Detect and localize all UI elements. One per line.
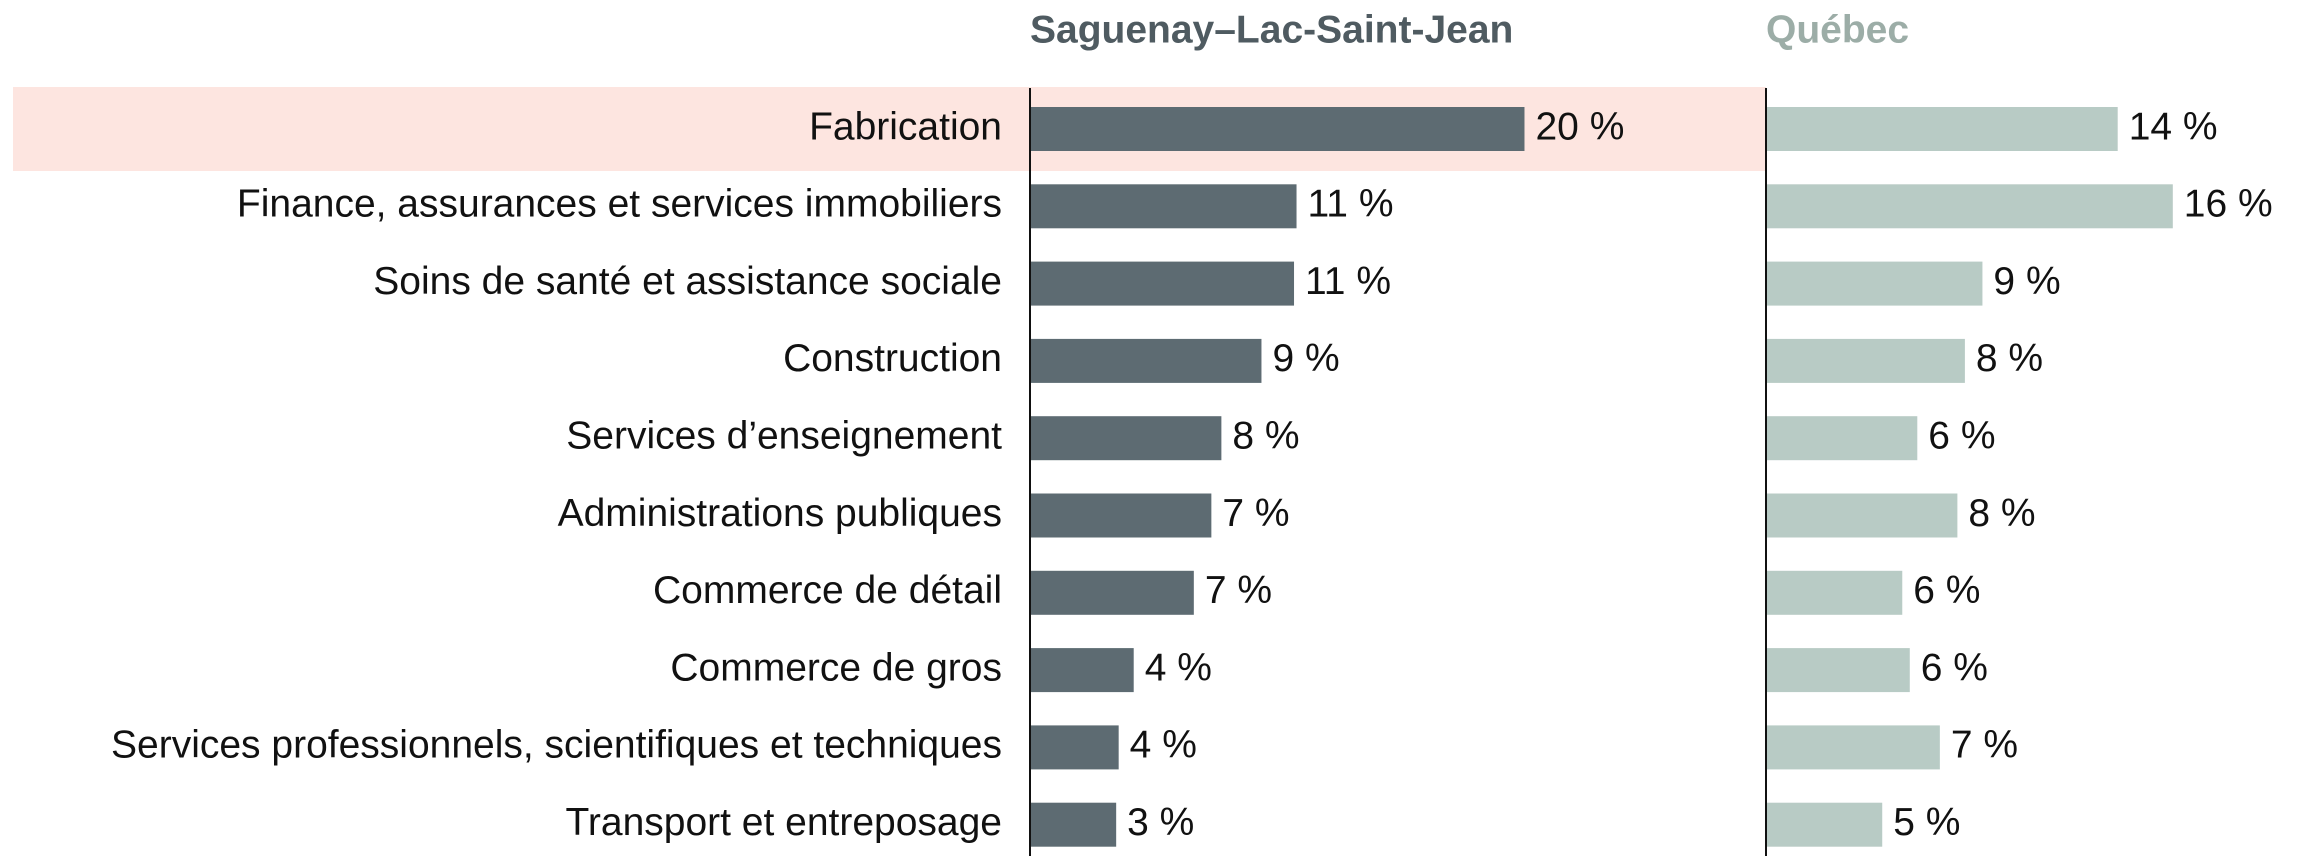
bar — [1031, 338, 1262, 383]
value-label: 14 % — [2129, 105, 2218, 148]
value-label: 20 % — [1535, 105, 1624, 148]
bar — [1767, 107, 2118, 151]
value-label: 3 % — [1127, 801, 1194, 844]
value-label: 6 % — [1913, 569, 1980, 612]
series-header: Saguenay–Lac-Saint-Jean — [1030, 8, 1513, 51]
value-label: 8 % — [1976, 337, 2043, 380]
value-label: 7 % — [1222, 492, 1289, 535]
bar — [1031, 416, 1222, 461]
value-label: 7 % — [1951, 724, 2018, 767]
bar — [1031, 725, 1119, 770]
category-label: Commerce de détail — [653, 569, 1002, 612]
category-label: Commerce de gros — [670, 646, 1002, 689]
value-label: 16 % — [2184, 183, 2273, 226]
value-label: 8 % — [1232, 414, 1299, 457]
bar — [1767, 570, 1903, 615]
value-label: 9 % — [1993, 260, 2060, 303]
category-label: Services d’enseignement — [566, 414, 1002, 457]
value-label: 5 % — [1893, 801, 1960, 844]
bar — [1031, 261, 1295, 306]
category-label: Administrations publiques — [558, 492, 1002, 535]
category-label: Finance, assurances et services immobili… — [237, 183, 1002, 226]
bar — [1767, 416, 1918, 461]
value-label: 4 % — [1130, 724, 1197, 767]
value-label: 6 % — [1921, 646, 1988, 689]
bar — [1031, 802, 1117, 847]
category-label: Soins de santé et assistance sociale — [373, 260, 1002, 303]
value-label: 7 % — [1205, 569, 1272, 612]
bar — [1767, 802, 1883, 847]
bar — [1031, 107, 1525, 151]
value-label: 4 % — [1145, 646, 1212, 689]
value-label: 8 % — [1968, 492, 2035, 535]
category-label: Fabrication — [809, 105, 1002, 148]
series-header: Québec — [1766, 8, 1909, 51]
bar — [1031, 493, 1212, 538]
value-label: 6 % — [1928, 414, 1995, 457]
bar — [1031, 570, 1194, 615]
category-label: Construction — [783, 337, 1002, 380]
bar — [1031, 184, 1297, 229]
category-label: Transport et entreposage — [566, 801, 1002, 844]
bar — [1767, 725, 1940, 770]
bar — [1767, 261, 1983, 306]
value-label: 11 % — [1305, 260, 1391, 303]
value-label: 9 % — [1272, 337, 1339, 380]
bar — [1767, 493, 1958, 538]
category-label: Services professionnels, scientifiques e… — [111, 724, 1002, 767]
bar — [1767, 184, 2173, 229]
value-label: 11 % — [1308, 183, 1394, 226]
bar — [1767, 338, 1965, 383]
bar — [1767, 648, 1910, 693]
bar — [1031, 648, 1134, 693]
